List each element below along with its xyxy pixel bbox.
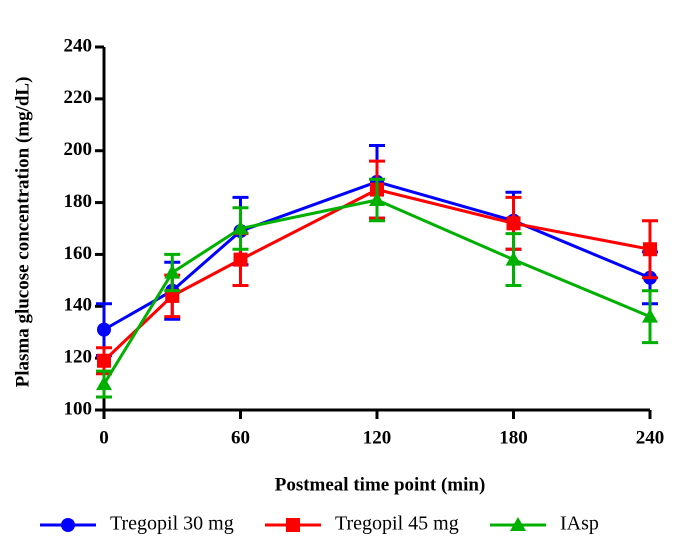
data-point xyxy=(97,353,111,368)
data-point xyxy=(643,242,657,257)
data-point xyxy=(506,216,521,231)
x-tick-label: 0 xyxy=(99,427,109,448)
data-point xyxy=(233,252,248,267)
x-axis-label: Postmeal time point (min) xyxy=(275,474,486,495)
legend-marker xyxy=(61,518,75,532)
data-point xyxy=(369,191,385,206)
y-tick-label: 140 xyxy=(64,295,93,316)
y-tick-label: 160 xyxy=(64,243,93,264)
series-line xyxy=(103,180,651,331)
y-tick-label: 180 xyxy=(64,191,93,212)
series-line xyxy=(102,188,651,362)
x-tick-label: 180 xyxy=(499,427,528,448)
legend-marker xyxy=(510,517,526,531)
legend-marker xyxy=(286,518,300,532)
y-tick-label: 100 xyxy=(64,398,93,419)
data-point xyxy=(165,288,180,303)
legend-label: Tregopil 45 mg xyxy=(335,513,459,535)
data-point xyxy=(96,376,112,391)
data-point xyxy=(164,264,181,279)
y-tick-label: 200 xyxy=(64,139,93,160)
y-tick-label: 220 xyxy=(64,87,93,108)
legend-label: IAsp xyxy=(560,513,599,535)
x-tick-label: 60 xyxy=(231,427,250,448)
legend-label: Tregopil 30 mg xyxy=(110,513,234,535)
x-tick-label: 240 xyxy=(636,427,665,448)
x-tick-label: 120 xyxy=(363,427,392,448)
series-line xyxy=(102,198,651,385)
y-axis-label: Plasma glucose concentration (mg/dL) xyxy=(12,77,33,388)
y-tick-label: 120 xyxy=(64,347,93,368)
data-point xyxy=(232,220,249,235)
data-point xyxy=(97,322,111,337)
data-point xyxy=(642,308,658,323)
data-point xyxy=(505,251,522,266)
y-tick-label: 240 xyxy=(64,35,93,56)
